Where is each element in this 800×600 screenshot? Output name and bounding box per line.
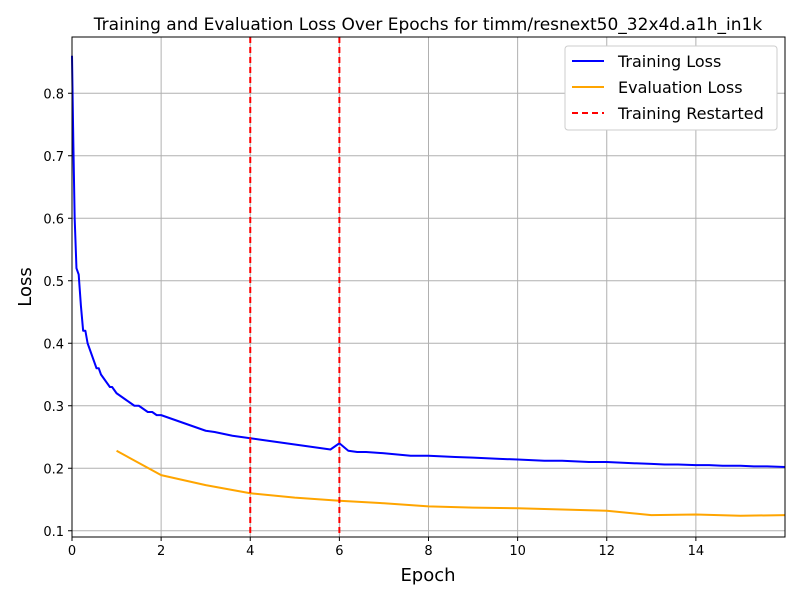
x-axis-title: Epoch [400,565,455,586]
y-tick-label: 0.7 [43,150,64,165]
x-tick-label: 8 [424,544,432,559]
legend-label-evaluation-loss: Evaluation Loss [618,78,743,97]
axes: 0 2 4 6 8 10 12 14 0.1 0.2 0.3 0.4 0.5 0.6 0.7 0.8 [43,36,786,559]
x-tick-label: 6 [335,544,343,559]
y-tick-label: 0.6 [43,212,64,227]
y-tick-label: 0.1 [43,525,64,540]
legend-box [564,45,778,131]
x-tick-label: 14 [688,544,705,559]
y-tick-label: 0.3 [43,400,64,415]
legend-label-training-loss: Training Loss [617,52,721,71]
y-tick-label: 0.5 [43,275,64,290]
legend-label-training-restarted: Training Restarted [617,104,764,123]
x-tick-label: 12 [598,544,615,559]
x-tick-label: 2 [157,544,165,559]
chart-title: Training and Evaluation Loss Over Epochs… [93,15,763,35]
x-tick-label: 4 [246,544,254,559]
evaluation-loss-line [116,449,786,517]
x-tick-label: 0 [68,544,76,559]
y-tick-label: 0.2 [43,462,64,477]
x-tick-label: 10 [509,544,526,559]
training-loss-line [71,55,786,468]
legend: Training Loss Evaluation Loss Training R… [564,45,778,131]
y-axis-title: Loss [15,267,36,306]
y-tick-label: 0.8 [43,87,64,102]
y-tick-label: 0.4 [43,337,64,352]
series-layer [71,37,786,537]
